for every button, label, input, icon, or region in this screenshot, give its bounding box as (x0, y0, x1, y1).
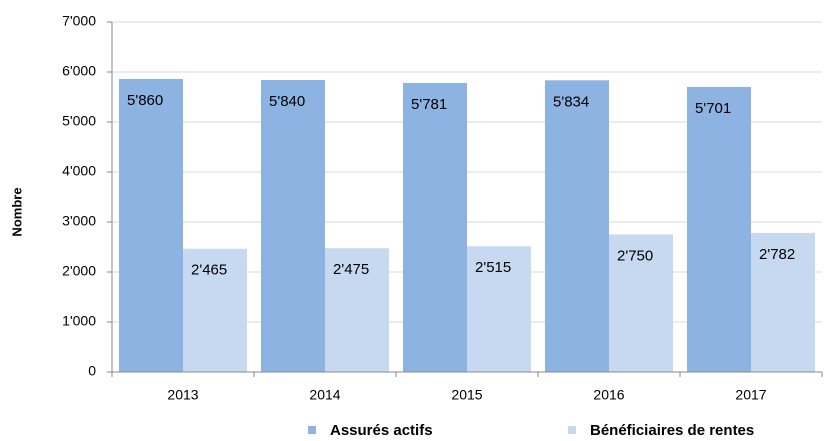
value-label: 2'475 (333, 261, 369, 278)
y-tick-label: 6'000 (62, 63, 96, 79)
y-tick-label: 7'000 (62, 13, 96, 29)
legend-label: Assurés actifs (330, 422, 433, 439)
x-tick-label: 2017 (735, 387, 766, 403)
bar (403, 82, 467, 372)
x-tick-label: 2014 (309, 387, 340, 403)
x-tick-label: 2015 (451, 387, 482, 403)
value-label: 5'781 (411, 96, 447, 113)
x-tick-label: 2013 (167, 387, 198, 403)
bar (467, 246, 531, 372)
bar (119, 79, 183, 372)
y-tick-label: 4'000 (62, 163, 96, 179)
bar (751, 232, 815, 372)
y-tick-label: 5'000 (62, 113, 96, 129)
legend-swatch (568, 426, 576, 434)
value-label: 5'860 (127, 92, 163, 109)
value-label: 5'834 (553, 93, 589, 110)
bar (183, 248, 247, 372)
value-label: 2'782 (759, 246, 795, 263)
y-axis-label: Nombre (9, 187, 24, 236)
value-label: 2'465 (191, 262, 227, 279)
x-tick-label: 2016 (593, 387, 624, 403)
bar (609, 234, 673, 372)
value-label: 5'840 (269, 93, 305, 110)
value-label: 2'750 (617, 247, 653, 264)
y-tick-label: 0 (88, 363, 96, 379)
bar (261, 80, 325, 372)
bar (545, 80, 609, 373)
y-tick-label: 3'000 (62, 213, 96, 229)
y-tick-label: 1'000 (62, 313, 96, 329)
bar (687, 86, 751, 372)
legend-label: Bénéficiaires de rentes (590, 422, 754, 439)
legend-swatch (308, 426, 316, 434)
y-tick-label: 2'000 (62, 263, 96, 279)
value-label: 5'701 (695, 100, 731, 117)
bar (325, 248, 389, 372)
value-label: 2'515 (475, 259, 511, 276)
